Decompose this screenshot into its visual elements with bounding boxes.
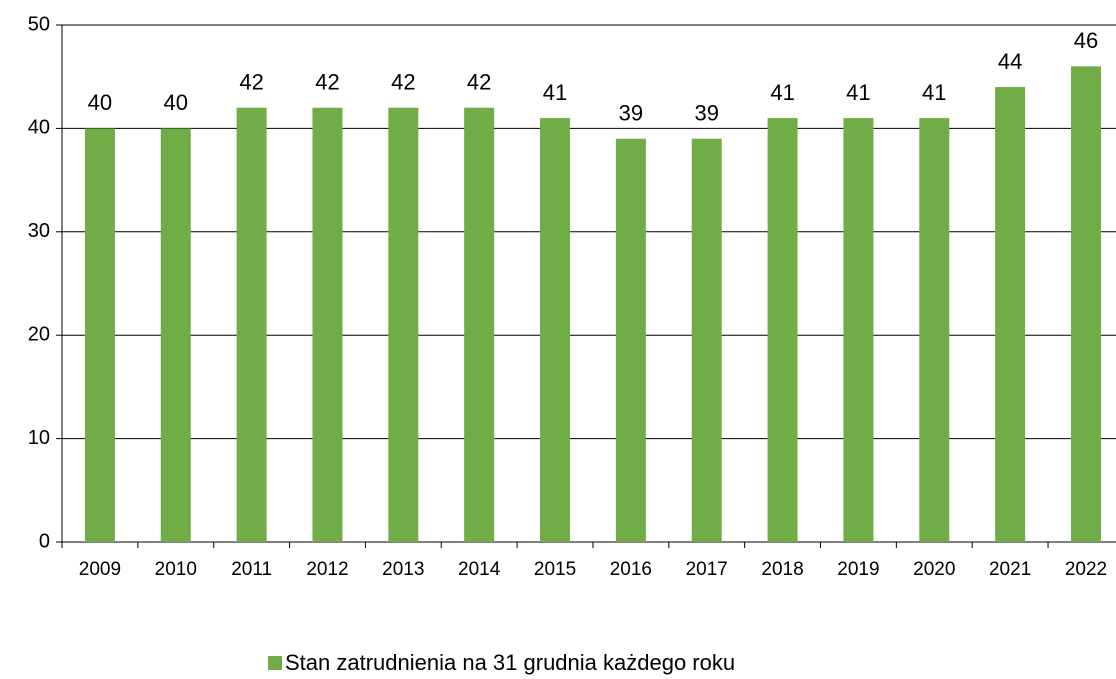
- x-tick-label: 2015: [534, 559, 576, 580]
- bar: [919, 118, 950, 542]
- x-tick-label: 2009: [79, 559, 121, 580]
- x-tick-label: 2022: [1065, 559, 1107, 580]
- bar: [160, 128, 191, 542]
- data-label: 46: [1074, 28, 1098, 53]
- data-label: 42: [467, 70, 491, 95]
- x-tick-label: 2011: [231, 559, 272, 580]
- data-label: 42: [315, 70, 339, 95]
- data-label: 39: [619, 101, 643, 126]
- data-label: 41: [770, 80, 794, 105]
- bar: [236, 107, 267, 542]
- x-tick-label: 2017: [686, 559, 728, 580]
- bar: [691, 138, 722, 543]
- bar: [843, 118, 874, 542]
- x-tick-label: 2021: [989, 559, 1031, 580]
- y-tick-label: 20: [28, 323, 50, 345]
- x-tick-label: 2010: [155, 559, 197, 580]
- x-tick-label: 2020: [913, 559, 955, 580]
- data-label: 40: [164, 90, 188, 115]
- legend-swatch: [268, 656, 282, 670]
- data-label: 41: [846, 80, 870, 105]
- bar: [388, 107, 419, 542]
- bar: [1070, 66, 1101, 543]
- data-label: 44: [998, 49, 1022, 74]
- data-label: 40: [88, 90, 112, 115]
- y-tick-label: 10: [28, 427, 50, 449]
- bar: [540, 118, 571, 542]
- data-label: 41: [922, 80, 946, 105]
- x-tick-label: 2019: [837, 559, 879, 580]
- y-tick-label: 30: [28, 220, 50, 242]
- bar: [84, 128, 115, 542]
- x-tick-label: 2014: [458, 559, 501, 580]
- bar: [464, 107, 495, 542]
- bar: [312, 107, 343, 542]
- bar: [995, 87, 1026, 542]
- x-tick-label: 2016: [610, 559, 652, 580]
- data-label: 42: [239, 70, 263, 95]
- bar: [615, 138, 646, 543]
- bar: [767, 118, 798, 542]
- data-label: 39: [694, 101, 718, 126]
- legend-label: Stan zatrudnienia na 31 grudnia każdego …: [285, 650, 735, 675]
- x-tick-label: 2018: [761, 559, 803, 580]
- y-tick-label: 40: [28, 117, 50, 139]
- x-tick-label: 2012: [306, 559, 348, 580]
- x-tick-label: 2013: [382, 559, 424, 580]
- data-label: 42: [391, 70, 415, 95]
- y-tick-label: 50: [28, 13, 50, 35]
- y-tick-label: 0: [39, 530, 50, 552]
- data-label: 41: [543, 80, 567, 105]
